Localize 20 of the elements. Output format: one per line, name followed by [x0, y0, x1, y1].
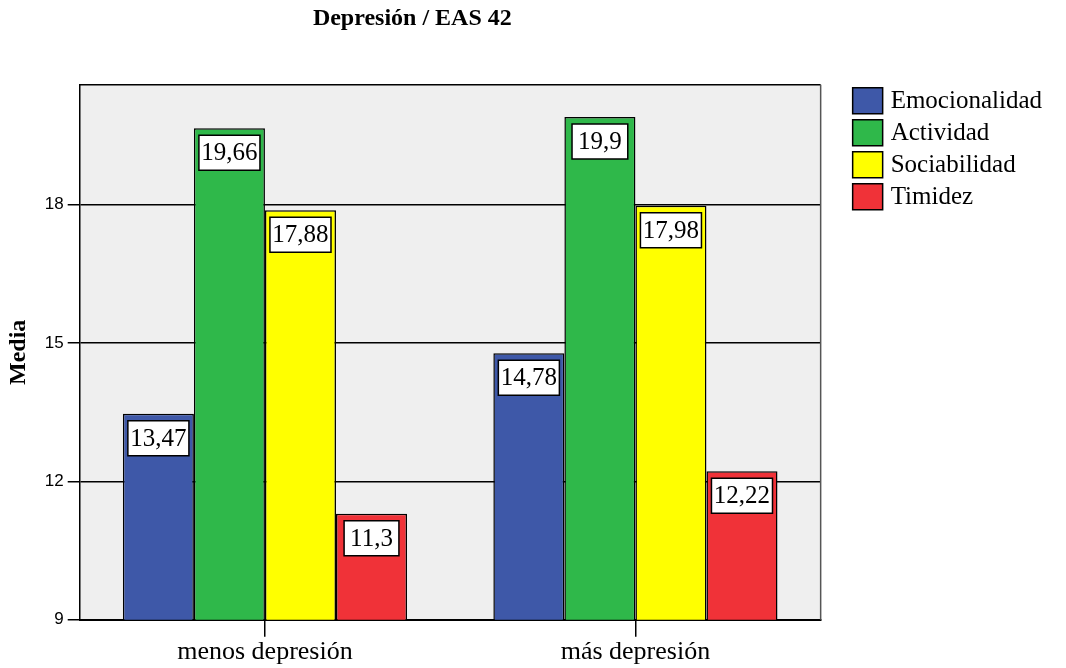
legend-label: Timidez	[890, 182, 974, 210]
legend-label: Actividad	[890, 118, 990, 146]
data-label: 19,9	[578, 127, 622, 155]
data-label: 19,66	[201, 138, 258, 166]
data-label: 17,88	[272, 220, 329, 248]
x-tick-label: más depresión	[560, 636, 711, 666]
data-label: 17,98	[642, 215, 700, 243]
y-tick-label: 15	[44, 332, 64, 352]
chart-title: Depresión / EAS 42	[312, 3, 512, 30]
data-label: 14,78	[500, 363, 557, 391]
y-tick-label: 18	[44, 194, 64, 214]
data-label: 12,22	[713, 481, 771, 509]
y-tick-label: 12	[44, 471, 64, 491]
legend-label: Sociabilidad	[890, 150, 1017, 178]
x-tick-label: menos depresión	[177, 636, 353, 666]
legend-label: Emocionalidad	[890, 86, 1043, 114]
y-tick-label: 9	[54, 609, 64, 629]
y-axis-title: Media	[3, 319, 30, 385]
data-label: 11,3	[350, 523, 393, 551]
data-label: 13,47	[130, 423, 187, 451]
